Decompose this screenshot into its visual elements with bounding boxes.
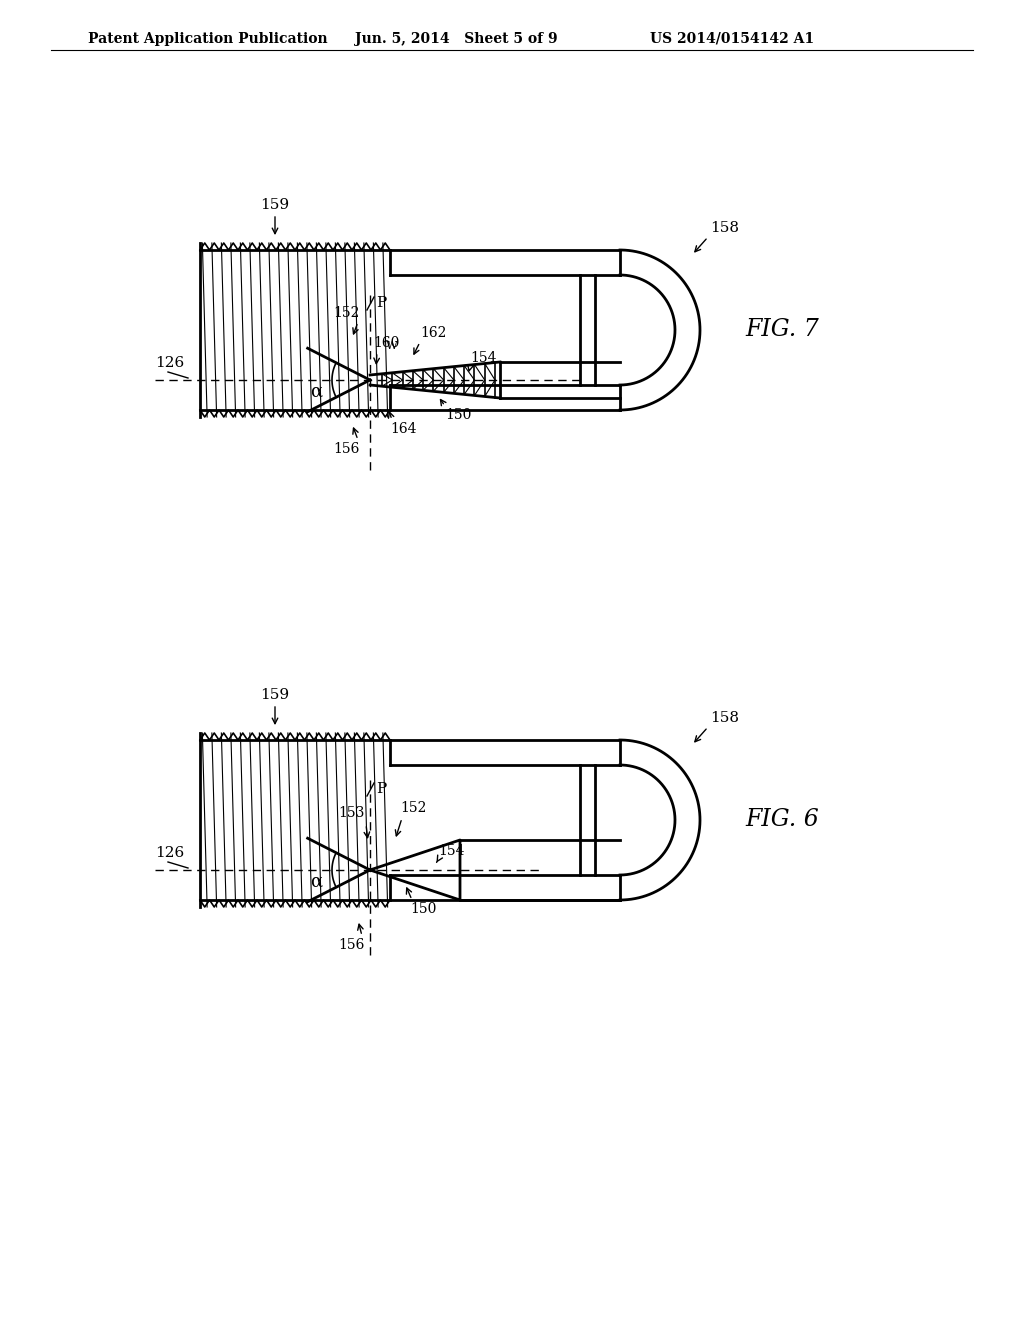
Text: 126: 126 bbox=[155, 846, 184, 861]
Text: 152: 152 bbox=[334, 306, 360, 319]
Text: 150: 150 bbox=[410, 902, 436, 916]
Text: 152: 152 bbox=[400, 801, 426, 814]
Text: 126: 126 bbox=[155, 356, 184, 370]
Text: FIG. 7: FIG. 7 bbox=[745, 318, 819, 342]
Text: 156: 156 bbox=[334, 442, 360, 455]
Text: 159: 159 bbox=[260, 198, 290, 213]
Text: 162: 162 bbox=[420, 326, 446, 341]
Text: α: α bbox=[310, 383, 322, 401]
Text: 158: 158 bbox=[710, 220, 739, 235]
Text: 150: 150 bbox=[445, 408, 471, 422]
Text: Patent Application Publication: Patent Application Publication bbox=[88, 32, 328, 46]
Text: 160: 160 bbox=[373, 337, 399, 350]
Text: Jun. 5, 2014   Sheet 5 of 9: Jun. 5, 2014 Sheet 5 of 9 bbox=[355, 32, 558, 46]
Text: 154: 154 bbox=[438, 843, 465, 858]
Text: 159: 159 bbox=[260, 688, 290, 702]
Text: 158: 158 bbox=[710, 711, 739, 725]
Text: P: P bbox=[376, 296, 386, 310]
Text: P: P bbox=[376, 781, 386, 796]
Text: 153: 153 bbox=[339, 807, 365, 820]
Text: US 2014/0154142 A1: US 2014/0154142 A1 bbox=[650, 32, 814, 46]
Text: α: α bbox=[310, 873, 322, 891]
Text: FIG. 6: FIG. 6 bbox=[745, 808, 819, 832]
Text: w: w bbox=[386, 338, 398, 352]
Text: 156: 156 bbox=[339, 939, 365, 952]
Text: 154: 154 bbox=[470, 351, 497, 366]
Text: 164: 164 bbox=[390, 422, 417, 436]
